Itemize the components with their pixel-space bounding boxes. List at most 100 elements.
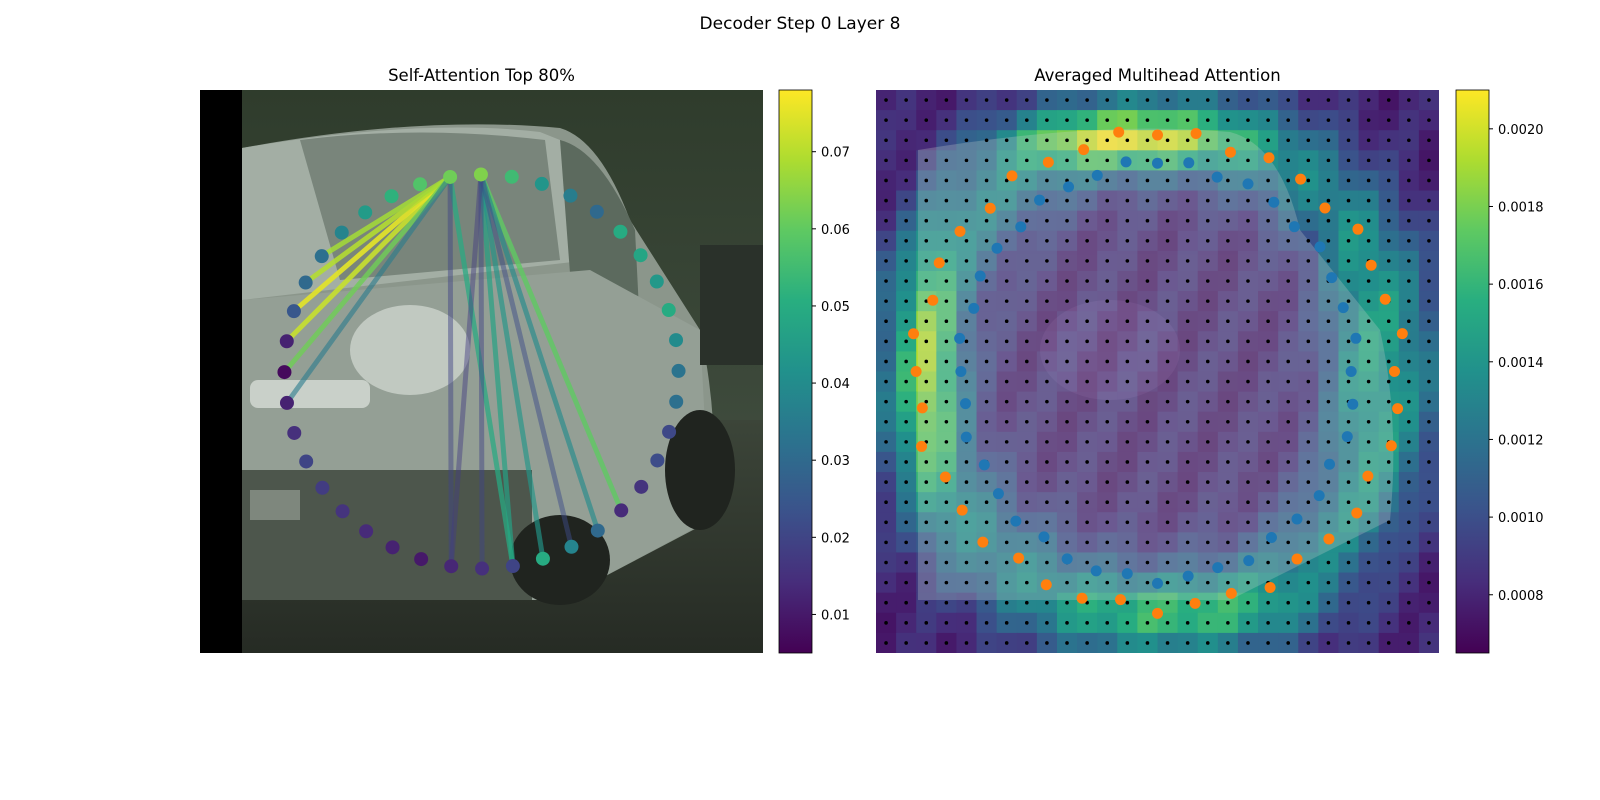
grid-dot (1407, 580, 1411, 585)
grid-dot (1266, 339, 1270, 344)
ring-point-26 (335, 504, 350, 519)
grid-dot (1386, 319, 1391, 324)
grid-dot (1386, 560, 1391, 565)
grid-dot (1145, 399, 1150, 404)
grid-dot (1004, 520, 1009, 525)
colorbar-right-tick-label-4: 0.0016 (1498, 278, 1544, 293)
grid-dot (1386, 359, 1391, 364)
grid-dot (1125, 600, 1130, 605)
grid-dot (1226, 480, 1230, 484)
grid-dot (1025, 560, 1029, 565)
grid-dot (1165, 158, 1170, 163)
grid-dot (1185, 319, 1190, 324)
grid-dot (1346, 279, 1351, 283)
outer-contour-point-28 (916, 440, 928, 452)
ring-point-11 (671, 363, 686, 378)
ring-point-17 (590, 523, 605, 538)
grid-dot (1226, 621, 1230, 625)
grid-dot (1326, 98, 1331, 102)
inner-contour-point-14 (1313, 490, 1325, 502)
grid-dot (1246, 399, 1250, 404)
grid-dot (1386, 419, 1391, 424)
grid-dot (1427, 600, 1431, 605)
grid-dot (1246, 480, 1250, 484)
ring-point-34 (298, 275, 313, 290)
grid-dot (1346, 379, 1351, 384)
attention-edge-14 (478, 171, 485, 572)
grid-dot (1025, 580, 1029, 585)
grid-dot (984, 98, 989, 102)
grid-dot (1004, 178, 1009, 183)
grid-dot (1286, 500, 1290, 504)
grid-dot (1246, 259, 1250, 263)
grid-dot (1346, 299, 1351, 303)
grid-dot (1045, 440, 1049, 444)
grid-dot (884, 359, 888, 364)
grid-dot (1185, 520, 1190, 525)
grid-dot (984, 138, 989, 143)
grid-dot (1386, 480, 1391, 484)
grid-dot (1366, 319, 1371, 324)
grid-dot (1185, 339, 1190, 344)
grid-dot (1045, 118, 1049, 122)
grid-dot (1025, 520, 1029, 525)
grid-dot (924, 500, 929, 504)
grid-dot (964, 580, 969, 585)
inner-contour-point-37 (1063, 181, 1075, 193)
attention-edge-13 (478, 171, 574, 550)
grid-dot (1266, 641, 1270, 645)
grid-dot (1045, 621, 1049, 625)
grid-dot (884, 600, 888, 605)
grid-dot (1105, 379, 1110, 384)
grid-dot (1246, 580, 1250, 585)
grid-dot (1125, 299, 1130, 303)
ring-point-30 (279, 395, 294, 410)
grid-dot (1306, 621, 1311, 625)
grid-dot (964, 118, 969, 122)
self-attention-points (277, 167, 686, 576)
grid-dot (1185, 198, 1190, 203)
outer-contour-point-0 (1152, 129, 1163, 141)
inner-contour-point-1 (1183, 157, 1195, 169)
grid-dot (1185, 239, 1190, 243)
grid-dot (1185, 379, 1190, 384)
attention-edge-5 (284, 174, 453, 406)
grid-dot (1366, 158, 1371, 163)
grid-dot (884, 299, 888, 303)
grid-dot (1085, 239, 1089, 243)
grid-dot (1185, 500, 1190, 504)
grid-dot (1246, 500, 1250, 504)
grid-dot (1286, 359, 1290, 364)
ring-point-36 (334, 225, 349, 240)
attention-edge-11 (447, 174, 454, 569)
grid-dot (1045, 641, 1049, 645)
grid-dot (884, 500, 888, 504)
grid-dot (1125, 198, 1130, 203)
grid-dot (1125, 540, 1130, 545)
grid-dot (1065, 339, 1069, 344)
grid-dot (884, 580, 888, 585)
grid-dot (1145, 540, 1150, 545)
grid-dot (1004, 419, 1009, 424)
grid-dot (1306, 641, 1311, 645)
grid-dot (1205, 299, 1210, 303)
outer-contour-point-5 (1319, 202, 1331, 214)
grid-dot (1266, 560, 1270, 565)
grid-dot (1065, 580, 1069, 585)
outer-contour-point-8 (1379, 293, 1391, 305)
grid-dot (1045, 98, 1049, 102)
grid-dot (1145, 98, 1150, 102)
grid-dot (1266, 359, 1270, 364)
grid-dot (1306, 520, 1311, 525)
grid-dot (1165, 299, 1170, 303)
grid-dot (1105, 339, 1110, 344)
grid-dot (1205, 460, 1210, 464)
attention-edge-9 (478, 171, 601, 534)
grid-dot (1266, 138, 1270, 143)
grid-dot (884, 178, 888, 183)
grid-dot (1065, 279, 1069, 283)
grid-dot (1246, 600, 1250, 605)
grid-dot (1065, 379, 1069, 384)
outer-contour-points (908, 126, 1408, 619)
grid-dot (1185, 480, 1190, 484)
